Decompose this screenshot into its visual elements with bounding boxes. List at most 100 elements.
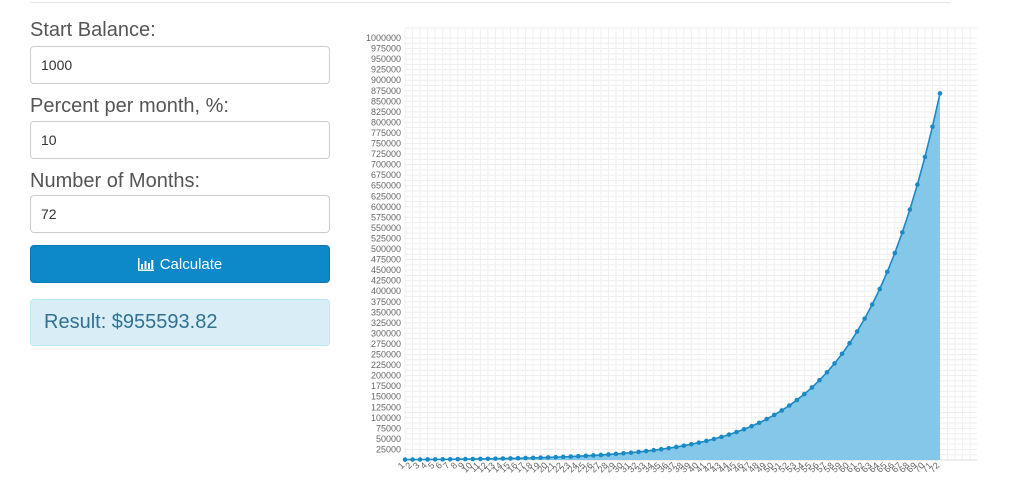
y-tick-label: 325000 — [371, 318, 401, 328]
x-tick-label: 2 — [403, 460, 414, 471]
y-tick-label: 150000 — [371, 392, 401, 402]
data-point — [508, 456, 513, 461]
data-point — [485, 456, 491, 462]
y-tick-label: 1000000 — [366, 33, 401, 43]
data-point — [809, 385, 815, 390]
data-point — [478, 456, 483, 462]
y-tick-label: 975000 — [371, 44, 401, 54]
percent-input[interactable] — [30, 121, 330, 159]
y-tick-label: 925000 — [371, 65, 401, 75]
data-point — [786, 403, 792, 408]
data-point — [779, 408, 785, 413]
data-point — [741, 426, 747, 432]
data-point — [719, 434, 724, 440]
data-point — [530, 455, 536, 461]
data-point — [402, 457, 408, 462]
data-point — [937, 91, 943, 96]
data-point — [802, 391, 807, 397]
y-tick-label: 300000 — [371, 328, 401, 338]
data-point — [560, 454, 566, 460]
y-tick-label: 600000 — [371, 202, 401, 212]
data-point — [417, 457, 423, 462]
y-tick-label: 800000 — [371, 117, 401, 127]
y-tick-label: 650000 — [371, 181, 401, 191]
data-point — [658, 446, 664, 452]
data-point — [704, 438, 709, 444]
data-point — [817, 377, 822, 383]
y-tick-label: 900000 — [371, 75, 401, 85]
top-divider — [30, 2, 950, 3]
data-point — [862, 316, 867, 321]
data-point — [455, 456, 461, 462]
data-point — [869, 302, 875, 307]
data-point — [794, 397, 800, 403]
months-input[interactable] — [30, 195, 330, 233]
y-tick-label: 225000 — [371, 360, 401, 370]
x-tick-label: 9 — [456, 460, 467, 471]
data-point — [771, 412, 777, 418]
data-point — [583, 453, 589, 459]
data-point — [643, 448, 649, 454]
y-tick-label: 950000 — [371, 54, 401, 64]
y-tick-label: 775000 — [371, 128, 401, 138]
y-tick-label: 250000 — [371, 350, 401, 360]
data-point — [432, 457, 438, 462]
data-point — [711, 436, 717, 442]
data-point — [734, 429, 739, 435]
data-point — [764, 416, 769, 422]
data-point — [930, 124, 935, 130]
y-tick-label: 575000 — [371, 212, 401, 222]
months-label: Number of Months: — [30, 170, 201, 192]
data-point — [907, 207, 913, 212]
data-point — [470, 456, 476, 462]
data-point — [749, 423, 754, 429]
data-point — [884, 269, 890, 275]
calculate-button-label: Calculate — [159, 255, 223, 273]
y-tick-label: 825000 — [371, 107, 401, 117]
start-balance-label: Start Balance: — [30, 19, 156, 41]
x-tick-label: 3 — [411, 460, 422, 471]
data-point — [523, 455, 528, 461]
data-point — [591, 453, 596, 458]
result-alert: Result: $955593.82 — [30, 299, 330, 346]
y-axis-ticks: 2500050000750001000001250001500001750002… — [366, 33, 401, 454]
x-tick-label: 72 — [927, 460, 941, 474]
x-tick-label: 8 — [449, 460, 460, 471]
data-point — [877, 286, 883, 292]
x-tick-label: 6 — [433, 460, 444, 471]
data-point — [824, 369, 830, 375]
x-tick-label: 1 — [396, 460, 407, 471]
data-point — [425, 457, 430, 462]
data-point — [651, 447, 656, 453]
y-tick-label: 850000 — [371, 96, 401, 106]
y-tick-label: 425000 — [371, 276, 401, 286]
result-text: Result: $955593.82 — [44, 311, 218, 333]
data-point — [839, 351, 845, 357]
y-tick-label: 750000 — [371, 139, 401, 149]
data-point — [493, 456, 498, 461]
chart-points — [402, 91, 943, 462]
data-point — [847, 340, 852, 346]
data-point — [440, 457, 445, 462]
start-balance-input[interactable] — [30, 46, 330, 84]
data-point — [900, 230, 905, 235]
data-point — [462, 456, 468, 462]
x-tick-label: 5 — [426, 460, 437, 471]
y-tick-label: 25000 — [376, 444, 401, 454]
x-tick-label: 7 — [441, 460, 452, 471]
calculate-button[interactable]: Calculate — [30, 245, 330, 283]
data-point — [915, 182, 920, 187]
data-point — [613, 451, 619, 457]
y-tick-label: 675000 — [371, 170, 401, 180]
y-tick-label: 875000 — [371, 86, 401, 96]
y-tick-label: 450000 — [371, 265, 401, 275]
y-tick-label: 625000 — [371, 191, 401, 201]
y-tick-label: 525000 — [371, 233, 401, 243]
data-point — [515, 455, 521, 461]
bar-chart-icon — [137, 257, 154, 271]
series-area — [405, 93, 940, 461]
data-point — [892, 250, 898, 256]
y-tick-label: 100000 — [371, 413, 401, 423]
data-point — [447, 456, 453, 462]
y-tick-label: 275000 — [371, 339, 401, 349]
